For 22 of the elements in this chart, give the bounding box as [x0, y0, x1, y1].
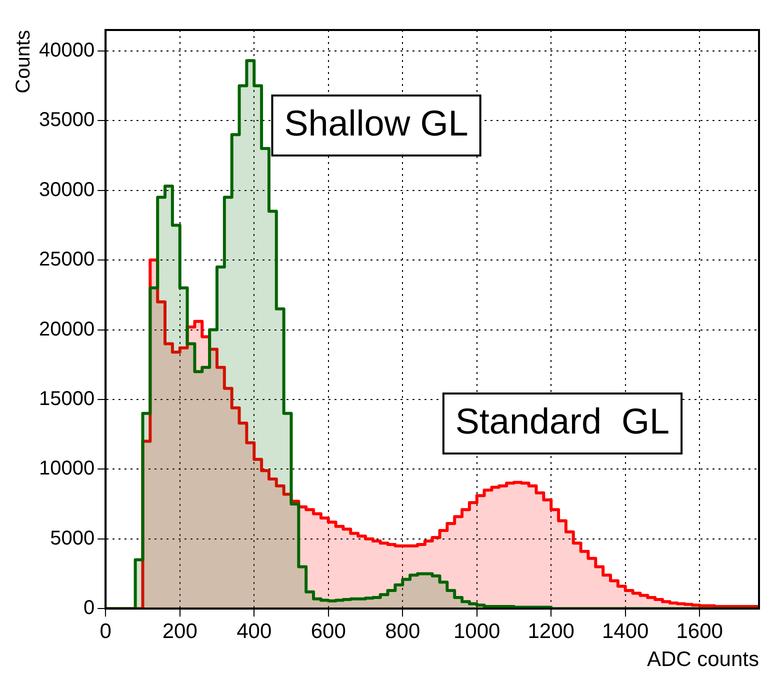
series-label: Shallow GL [284, 102, 468, 144]
series-label: Standard GL [455, 400, 670, 442]
y-tick-label: 25000 [38, 248, 95, 271]
y-tick-label: 30000 [38, 178, 95, 201]
x-axis-title: ADC counts [646, 648, 759, 672]
y-tick-label: 35000 [38, 109, 95, 132]
x-tick-label: 1400 [602, 620, 649, 643]
x-tick-label: 0 [100, 620, 112, 643]
y-tick-label: 40000 [38, 39, 95, 62]
x-tick-label: 600 [310, 620, 346, 643]
y-axis-title: Counts [12, 30, 35, 94]
x-tick-label: 1600 [676, 620, 723, 643]
x-tick-label: 800 [385, 620, 420, 643]
y-tick-label: 15000 [38, 388, 95, 410]
y-tick-label: 5000 [50, 527, 95, 550]
y-tick-label: 0 [83, 597, 95, 620]
y-tick-label: 20000 [38, 318, 95, 340]
x-tick-label: 200 [162, 620, 198, 643]
x-tick-label: 1200 [528, 620, 574, 643]
x-tick-label: 400 [236, 620, 272, 643]
x-tick-label: 1000 [453, 620, 500, 643]
y-tick-label: 10000 [38, 458, 95, 480]
